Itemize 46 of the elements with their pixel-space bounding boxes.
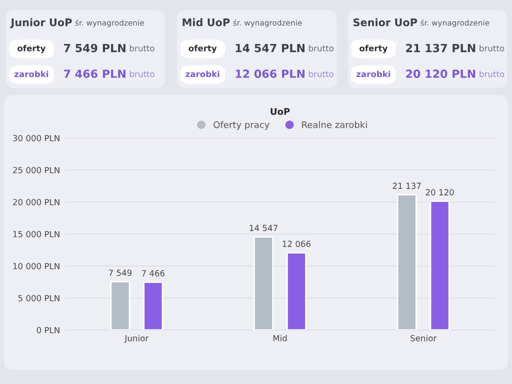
x-tick-label: Junior [124, 334, 149, 343]
y-tick-label: 15 000 PLN [13, 230, 60, 238]
text: zarobki [186, 70, 220, 78]
data-label: 21 137 [392, 182, 421, 189]
bar [254, 236, 274, 330]
bar [396, 194, 417, 330]
text: 21 137 PLN [406, 44, 476, 52]
data-label: 14 547 [250, 224, 278, 232]
text: 7 466 PLN [64, 70, 126, 78]
x-tick-label: Mid [273, 334, 287, 342]
text: brutto [309, 70, 334, 78]
x-tick-label: Senior [410, 334, 437, 342]
text: brutto [480, 70, 504, 78]
y-tick-label: 30 000 PLN [13, 134, 60, 142]
legend-label: Oferty pracy [214, 121, 270, 130]
text: brutto [480, 44, 504, 52]
text: 7 549 PLN [64, 44, 126, 52]
y-tick-label: 5 000 PLN [18, 294, 60, 302]
y-tick-label: 0 PLN [36, 326, 60, 334]
text: oferty [188, 44, 217, 54]
text: Senior UoP [354, 18, 418, 26]
text: Mid UoP [182, 18, 230, 26]
text: zarobki [14, 70, 48, 78]
data-label: 7 466 [142, 270, 165, 276]
bar [110, 280, 130, 330]
y-tick-label: 25 000 PLN [13, 166, 60, 174]
text: brutto [130, 44, 154, 52]
data-label: 7 549 [108, 270, 132, 276]
y-tick-label: 20 000 PLN [13, 198, 60, 206]
legend-title: UoP [270, 108, 290, 115]
text: brutto [130, 70, 154, 78]
text: 12 066 PLN [236, 70, 304, 78]
text: 20 120 PLN [406, 70, 476, 78]
bar [286, 252, 306, 330]
text: Junior UoP [10, 18, 72, 28]
text: zarobki [356, 70, 390, 78]
bar [143, 282, 164, 330]
bar [430, 200, 450, 330]
data-label: 12 066 [282, 240, 311, 247]
text: oferty [360, 44, 388, 54]
text: 14 547 PLN [236, 44, 304, 52]
text: oferty [18, 44, 46, 54]
data-label: 20 120 [426, 189, 454, 196]
legend-label: Realne zarobki [302, 121, 367, 128]
y-tick-label: 10 000 PLN [13, 262, 60, 270]
text: brutto [309, 44, 334, 52]
